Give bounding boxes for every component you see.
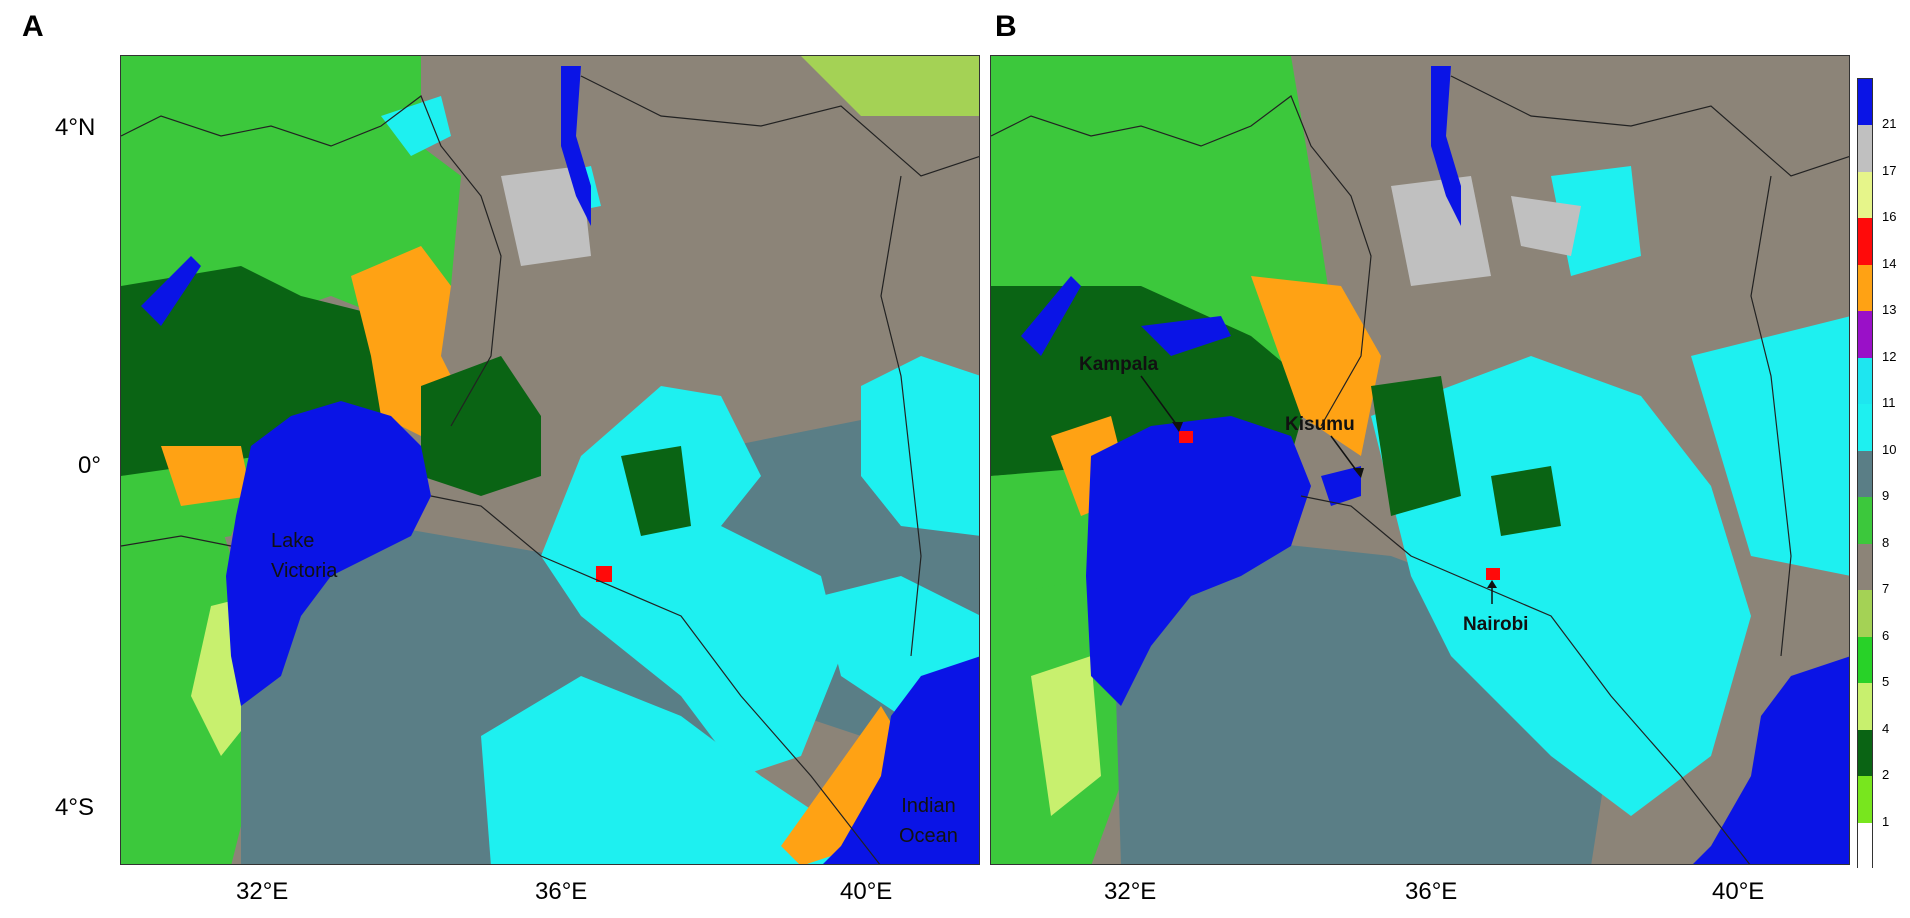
colorbar-label: 12 xyxy=(1882,348,1897,364)
colorbar-label: 21 xyxy=(1882,116,1897,132)
colorbar-swatch xyxy=(1858,683,1872,730)
panel-a-letter: A xyxy=(22,10,44,43)
colorbar-label: 11 xyxy=(1882,395,1896,411)
colorbar-label: 9 xyxy=(1882,488,1890,504)
colorbar-label: 8 xyxy=(1882,534,1890,550)
colorbar-swatch xyxy=(1858,311,1872,358)
colorbar-swatch xyxy=(1858,636,1872,684)
kisumu-label: Kisumu xyxy=(1285,414,1355,435)
lake-victoria-label: Lake Victoria xyxy=(271,530,338,582)
nairobi-label: Nairobi xyxy=(1463,614,1529,635)
y-tick-0: 0° xyxy=(78,452,101,479)
colorbar-label: 5 xyxy=(1882,674,1890,690)
colorbar-label: 14 xyxy=(1882,255,1897,271)
indian-ocean-label: Indian Ocean xyxy=(899,795,958,847)
colorbar-swatch xyxy=(1858,171,1872,219)
colorbar-label: 17 xyxy=(1882,162,1897,178)
x-tick-b-32e: 32°E xyxy=(1104,878,1157,905)
colorbar-swatch xyxy=(1858,125,1872,172)
x-tick-a-36e: 36°E xyxy=(535,878,588,905)
colorbar-swatch xyxy=(1858,357,1872,405)
colorbar-label: 1 xyxy=(1882,813,1890,829)
y-tick-4s: 4°S xyxy=(55,794,94,821)
colorbar-swatch xyxy=(1858,497,1872,544)
colorbar-label: 16 xyxy=(1882,209,1897,225)
colorbar-swatch xyxy=(1858,79,1872,126)
colorbar-swatch xyxy=(1858,543,1872,591)
colorbar-label: 6 xyxy=(1882,627,1890,643)
colorbar-label: 4 xyxy=(1882,720,1890,736)
colorbar-swatch xyxy=(1858,264,1872,312)
colorbar-swatch xyxy=(1858,404,1872,451)
x-tick-b-36e: 36°E xyxy=(1405,878,1458,905)
legend-colorbar xyxy=(1857,78,1873,869)
colorbar-swatch xyxy=(1858,729,1872,777)
colorbar-swatch xyxy=(1858,218,1872,265)
map-b-landcover xyxy=(991,56,1849,864)
colorbar-swatch xyxy=(1858,822,1872,869)
map-panel-a: Lake Victoria Indian Ocean xyxy=(120,55,980,865)
y-tick-4n: 4°N xyxy=(55,114,96,141)
map-panel-b: Kampala Kisumu Nairobi xyxy=(990,55,1850,865)
colorbar-label: 13 xyxy=(1882,302,1897,318)
x-tick-a-32e: 32°E xyxy=(236,878,289,905)
kampala-label: Kampala xyxy=(1079,354,1159,375)
x-tick-a-40e: 40°E xyxy=(840,878,893,905)
colorbar-label: 7 xyxy=(1882,581,1890,597)
colorbar-swatch xyxy=(1858,590,1872,637)
map-a-landcover xyxy=(121,56,979,864)
colorbar-swatch xyxy=(1858,450,1872,498)
x-tick-b-40e: 40°E xyxy=(1712,878,1765,905)
colorbar-swatch xyxy=(1858,776,1872,823)
panel-b-letter: B xyxy=(995,10,1017,43)
colorbar-label: 10 xyxy=(1882,441,1897,457)
colorbar-label: 2 xyxy=(1882,767,1890,783)
